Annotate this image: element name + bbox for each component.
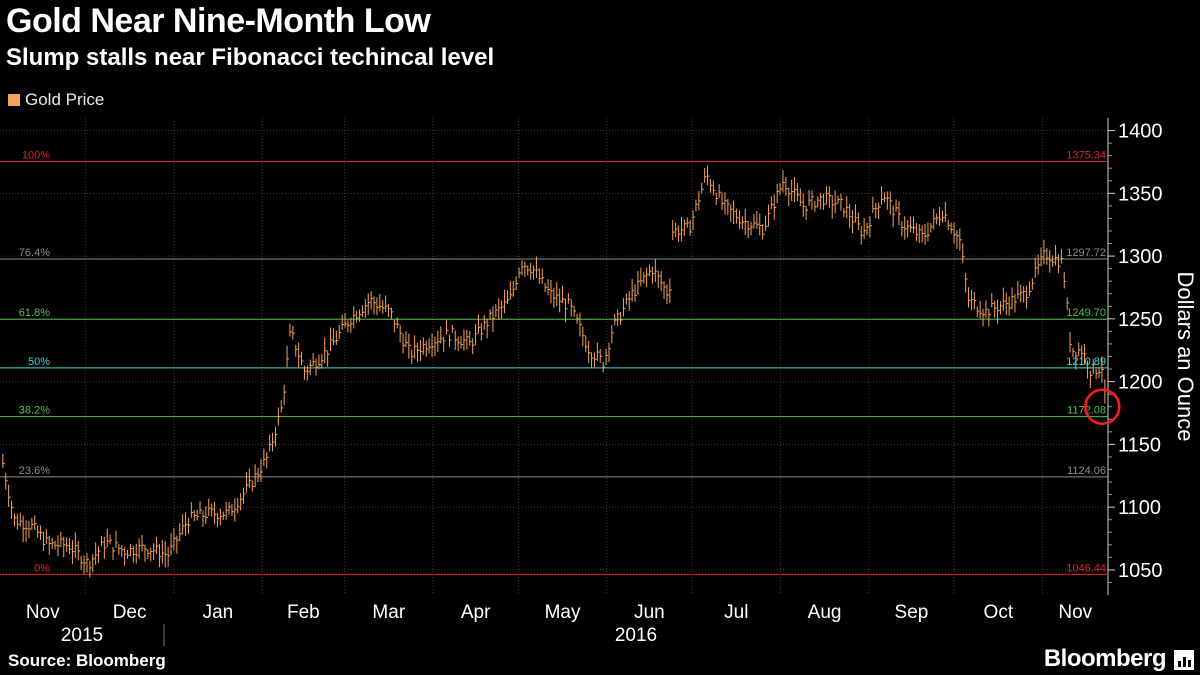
y-tick-label: 1200 bbox=[1118, 372, 1163, 394]
chart-subtitle: Slump stalls near Fibonacci techincal le… bbox=[6, 44, 495, 71]
x-tick-label: Oct bbox=[984, 602, 1014, 623]
fib-level-label: 76.4% bbox=[19, 247, 50, 259]
y-tick-label: 1300 bbox=[1118, 246, 1163, 268]
chart-legend: Gold Price bbox=[8, 90, 104, 110]
y-axis-title: Dollars an Ounce bbox=[1173, 272, 1198, 442]
y-tick-label: 1250 bbox=[1118, 309, 1163, 331]
y-tick-label: 1100 bbox=[1118, 497, 1161, 519]
fib-value-label: 1249.70 bbox=[1066, 307, 1106, 319]
year-label: 2016 bbox=[615, 625, 657, 646]
x-tick-label: Jan bbox=[203, 602, 234, 623]
y-tick-label: 1150 bbox=[1118, 434, 1161, 456]
y-tick-label: 1050 bbox=[1118, 560, 1163, 582]
fib-level-label: 61.8% bbox=[19, 307, 50, 319]
x-tick-label: May bbox=[545, 602, 581, 623]
legend-swatch bbox=[8, 94, 20, 106]
fib-value-label: 1375.34 bbox=[1066, 150, 1106, 162]
y-tick-label: 1400 bbox=[1118, 121, 1163, 143]
x-tick-label: Aug bbox=[808, 602, 842, 623]
fib-value-label: 1210.89 bbox=[1066, 356, 1106, 368]
x-tick-label: Apr bbox=[461, 602, 491, 623]
y-tick-label: 1350 bbox=[1118, 183, 1163, 205]
x-tick-label: Nov bbox=[1058, 602, 1092, 623]
x-tick-label: Feb bbox=[287, 602, 320, 623]
fib-value-label: 1297.72 bbox=[1066, 247, 1106, 259]
x-tick-label: Jun bbox=[634, 602, 665, 623]
chart-title: Gold Near Nine-Month Low bbox=[6, 2, 431, 40]
source-note: Source: Bloomberg bbox=[8, 651, 166, 670]
x-tick-label: Nov bbox=[26, 602, 60, 623]
legend-label: Gold Price bbox=[25, 90, 105, 109]
x-tick-label: Dec bbox=[113, 602, 147, 623]
fib-level-label: 23.6% bbox=[19, 465, 50, 477]
fib-level-label: 50% bbox=[28, 356, 50, 368]
fib-level-label: 100% bbox=[22, 150, 50, 162]
bloomberg-chart-icon bbox=[1174, 650, 1194, 670]
x-tick-label: Sep bbox=[895, 602, 929, 623]
fib-value-label: 1124.06 bbox=[1067, 465, 1106, 477]
fib-level-label: 38.2% bbox=[19, 405, 50, 417]
price-series bbox=[2, 165, 1107, 578]
annotation-circle bbox=[1084, 388, 1121, 425]
x-tick-label: Mar bbox=[372, 602, 405, 623]
fib-level-label: 0% bbox=[34, 562, 50, 574]
fib-value-label: 1046.44 bbox=[1066, 562, 1106, 574]
brand-logo: Bloomberg bbox=[1043, 645, 1167, 672]
x-tick-label: Jul bbox=[724, 602, 748, 623]
year-label: 2015 bbox=[61, 625, 103, 646]
